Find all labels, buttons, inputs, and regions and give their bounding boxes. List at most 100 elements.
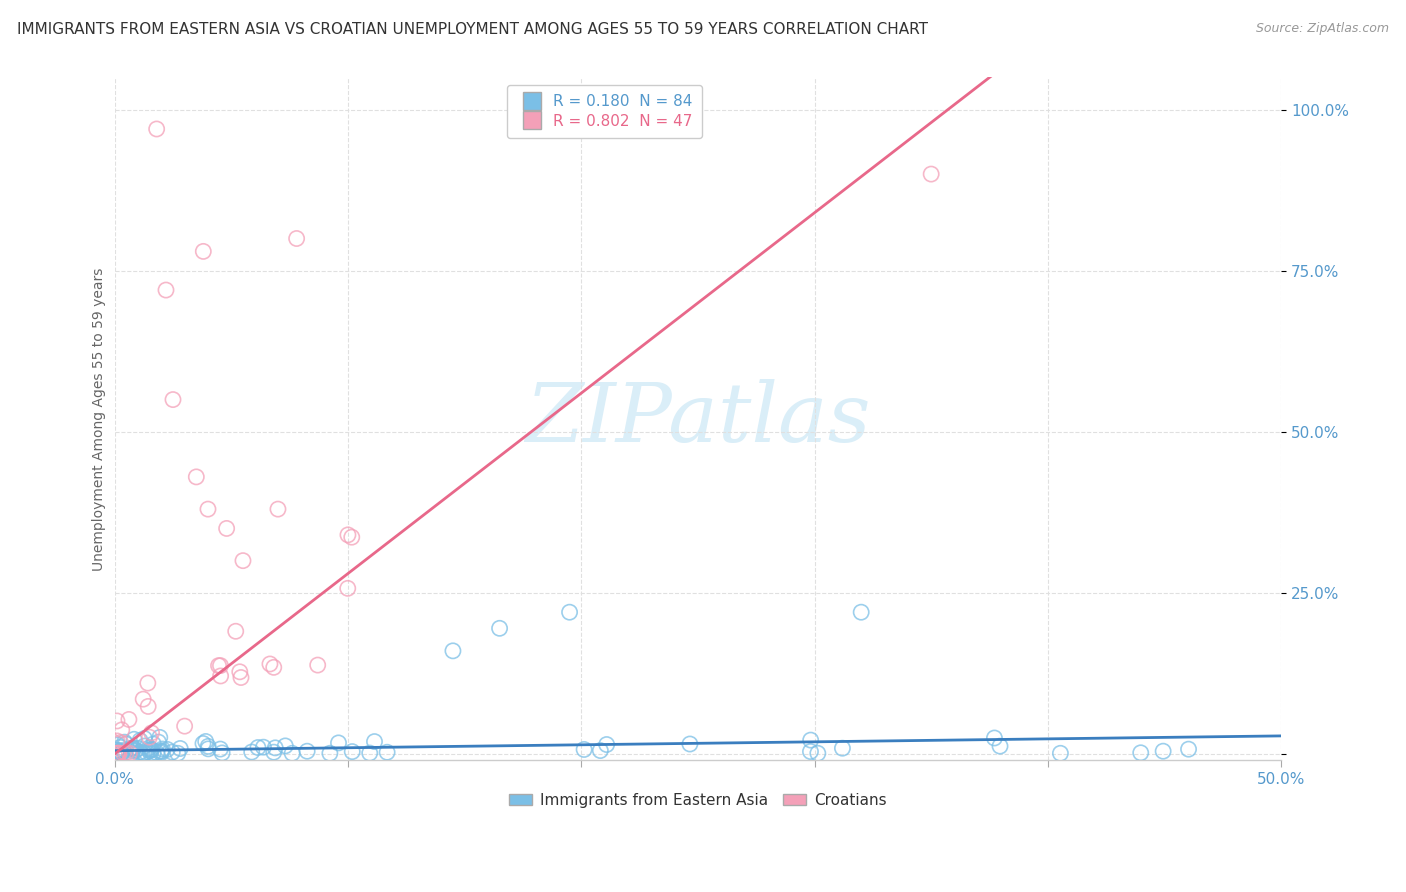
Point [169, 741, 191, 756]
Point [1177, 742, 1199, 756]
Point [155, 283, 177, 297]
Point [121, 747, 143, 761]
Point [572, 742, 595, 756]
Point [149, 731, 172, 745]
Point [831, 741, 853, 756]
Point [1129, 746, 1152, 760]
Point [162, 745, 184, 759]
Point [139, 743, 162, 757]
Point [225, 624, 247, 639]
Point [134, 731, 156, 746]
Point [127, 741, 149, 756]
Point [340, 530, 363, 544]
Point [121, 744, 143, 758]
Point [114, 737, 136, 751]
Point [246, 740, 269, 755]
Point [105, 743, 128, 757]
Point [150, 746, 173, 760]
Point [108, 747, 131, 761]
Point [108, 744, 131, 758]
Point [209, 742, 232, 756]
Point [141, 726, 163, 740]
Point [307, 658, 329, 673]
Point [336, 582, 359, 596]
Point [142, 737, 165, 751]
Point [807, 747, 830, 761]
Point [145, 746, 167, 760]
Point [274, 739, 297, 753]
Point [229, 671, 252, 685]
Point [259, 657, 281, 671]
Point [129, 733, 152, 747]
Point [107, 747, 129, 761]
Point [141, 742, 163, 756]
Point [136, 699, 159, 714]
Point [1152, 744, 1174, 758]
Point [267, 502, 290, 516]
Point [800, 733, 823, 747]
Point [122, 732, 145, 747]
Point [115, 747, 138, 761]
Point [107, 738, 129, 752]
Point [295, 744, 318, 758]
Point [232, 554, 254, 568]
Point [211, 746, 233, 760]
Point [207, 658, 229, 673]
Point [132, 692, 155, 706]
Point [122, 741, 145, 756]
Point [132, 746, 155, 760]
Point [193, 244, 215, 259]
Point [121, 740, 143, 755]
Point [799, 745, 821, 759]
Point [281, 747, 304, 761]
Point [139, 744, 162, 758]
Point [197, 502, 219, 516]
Point [118, 713, 141, 727]
Point [229, 665, 252, 679]
Text: ZIPatlas: ZIPatlas [524, 379, 870, 458]
Point [145, 122, 167, 136]
Point [150, 744, 173, 758]
Point [134, 747, 156, 761]
Point [142, 747, 165, 761]
Point [152, 742, 174, 756]
Point [589, 743, 612, 757]
Point [194, 734, 217, 748]
Point [112, 747, 135, 761]
Point [215, 521, 238, 535]
Point [105, 714, 128, 728]
Point [359, 746, 381, 760]
Point [114, 735, 136, 749]
Point [191, 737, 214, 751]
Point [197, 742, 219, 756]
Point [138, 740, 160, 755]
Point [920, 167, 942, 181]
Point [342, 745, 364, 759]
Point [595, 738, 617, 752]
Point [135, 746, 157, 760]
Point [139, 742, 162, 756]
Point [105, 747, 128, 761]
Point [363, 734, 385, 748]
Point [105, 745, 128, 759]
Point [252, 740, 274, 755]
Point [558, 605, 581, 619]
Point [319, 747, 342, 761]
Point [263, 745, 285, 759]
Legend: Immigrants from Eastern Asia, Croatians: Immigrants from Eastern Asia, Croatians [503, 787, 893, 814]
Point [110, 735, 132, 749]
Point [173, 719, 195, 733]
Point [264, 740, 287, 755]
Point [120, 741, 142, 756]
Point [166, 747, 188, 761]
Point [441, 644, 464, 658]
Point [110, 747, 132, 761]
Point [129, 745, 152, 759]
Point [209, 658, 232, 673]
Point [336, 528, 359, 542]
Point [375, 745, 398, 759]
Point [209, 669, 232, 683]
Point [105, 734, 128, 748]
Text: IMMIGRANTS FROM EASTERN ASIA VS CROATIAN UNEMPLOYMENT AMONG AGES 55 TO 59 YEARS : IMMIGRANTS FROM EASTERN ASIA VS CROATIAN… [17, 22, 928, 37]
Point [107, 747, 129, 761]
